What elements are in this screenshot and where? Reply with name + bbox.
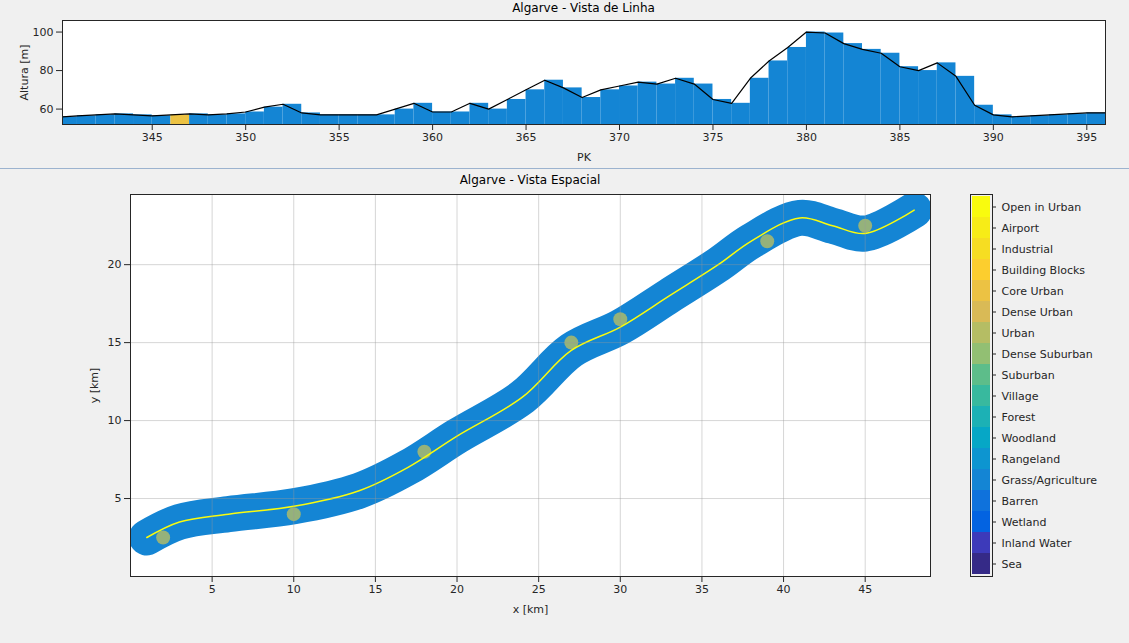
svg-text:Forest: Forest [1002, 411, 1036, 424]
svg-text:395: 395 [1076, 131, 1097, 144]
svg-text:PK: PK [577, 151, 592, 164]
svg-text:15: 15 [108, 336, 122, 349]
svg-text:Altura [m]: Altura [m] [18, 45, 31, 101]
svg-text:Woodland: Woodland [1002, 432, 1056, 445]
svg-text:360: 360 [422, 131, 443, 144]
svg-text:5: 5 [115, 492, 122, 505]
svg-text:Building Blocks: Building Blocks [1002, 264, 1086, 277]
svg-text:355: 355 [329, 131, 350, 144]
svg-text:80: 80 [40, 64, 54, 77]
svg-text:Village: Village [1002, 390, 1039, 403]
svg-text:Open in Urban: Open in Urban [1002, 201, 1082, 214]
svg-text:Airport: Airport [1002, 222, 1040, 235]
svg-text:Sea: Sea [1002, 558, 1023, 571]
svg-text:10: 10 [287, 583, 301, 596]
svg-text:x [km]: x [km] [513, 603, 549, 616]
svg-text:350: 350 [235, 131, 256, 144]
svg-text:60: 60 [40, 103, 54, 116]
svg-text:Suburban: Suburban [1002, 369, 1055, 382]
svg-text:380: 380 [796, 131, 817, 144]
svg-text:45: 45 [858, 583, 872, 596]
svg-text:Rangeland: Rangeland [1002, 453, 1061, 466]
svg-text:40: 40 [777, 583, 791, 596]
svg-text:5: 5 [209, 583, 216, 596]
svg-text:Urban: Urban [1002, 327, 1035, 340]
svg-text:Grass/Agriculture: Grass/Agriculture [1002, 474, 1098, 487]
svg-text:Dense Urban: Dense Urban [1002, 306, 1074, 319]
svg-text:y [km]: y [km] [88, 368, 101, 404]
svg-text:Inland Water: Inland Water [1002, 537, 1072, 550]
svg-text:35: 35 [695, 583, 709, 596]
svg-text:20: 20 [108, 258, 122, 271]
svg-text:20: 20 [450, 583, 464, 596]
svg-text:Core Urban: Core Urban [1002, 285, 1064, 298]
svg-text:Dense Suburban: Dense Suburban [1002, 348, 1093, 361]
svg-text:25: 25 [532, 583, 546, 596]
svg-text:Barren: Barren [1002, 495, 1039, 508]
svg-text:Wetland: Wetland [1002, 516, 1047, 529]
svg-text:385: 385 [889, 131, 910, 144]
svg-text:375: 375 [702, 131, 723, 144]
html-text:Algarve - Vista de Linha: Algarve - Vista de Linha [512, 1, 655, 15]
svg-text:10: 10 [108, 414, 122, 427]
svg-text:390: 390 [983, 131, 1004, 144]
svg-text:365: 365 [516, 131, 537, 144]
svg-text:Industrial: Industrial [1002, 243, 1054, 256]
svg-text:30: 30 [613, 583, 627, 596]
svg-text:15: 15 [368, 583, 382, 596]
svg-text:100: 100 [33, 26, 54, 39]
svg-text:345: 345 [142, 131, 163, 144]
svg-text:370: 370 [609, 131, 630, 144]
html-text:Algarve - Vista Espacial: Algarve - Vista Espacial [459, 173, 601, 187]
